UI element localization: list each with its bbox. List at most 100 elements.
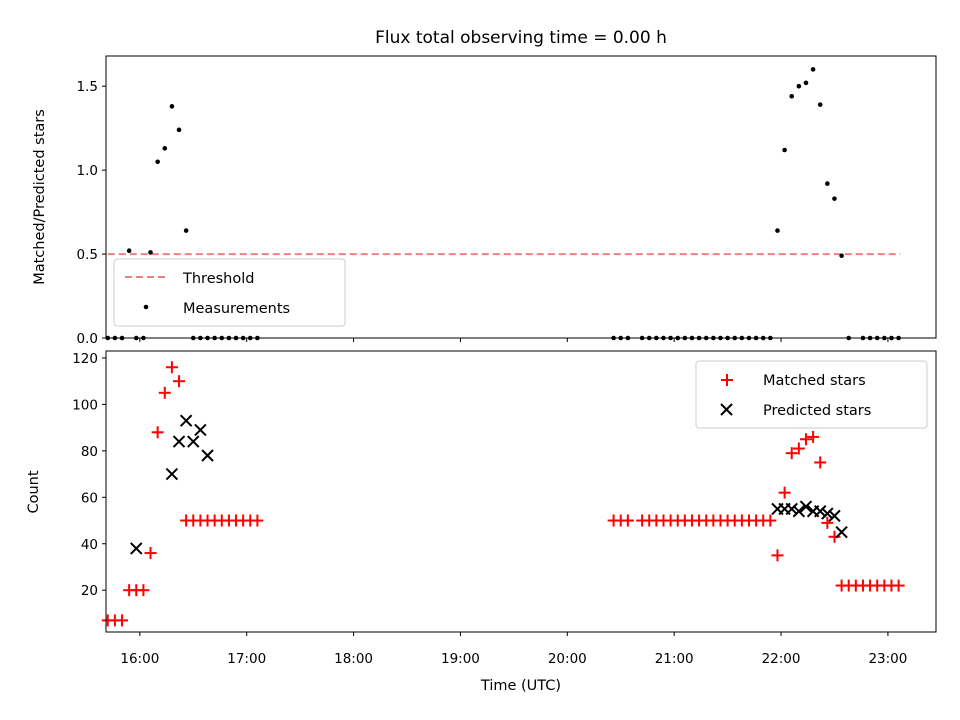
measurement-point: [789, 93, 795, 99]
bottom-legend: Matched stars Predicted stars: [695, 360, 928, 429]
bottom-y-tick-label: 40: [81, 537, 98, 553]
measurement-point: [839, 253, 844, 259]
measurement-point: [796, 83, 802, 89]
top-y-tick-label: 0.0: [77, 331, 98, 347]
matched-star-point: [807, 430, 820, 443]
predicted-marker-b: [172, 435, 186, 448]
predicted-star-point: [172, 435, 186, 448]
predicted-star-point: [814, 505, 827, 518]
matched-star-point: [792, 442, 805, 455]
measurement-point: [148, 250, 153, 255]
top-y-tick-label: 0.5: [77, 247, 98, 263]
predicted-legend-marker: [720, 403, 733, 416]
bottom-plot-area: [101, 361, 905, 627]
matched-legend-label: Matched stars: [763, 373, 866, 389]
matched-star-point: [821, 516, 834, 529]
measurement-point: [183, 228, 189, 233]
predicted-marker-b: [835, 525, 848, 539]
chart-title: Flux total observing time = 0.00 h: [375, 28, 667, 48]
matched-star-point: [828, 530, 841, 543]
predicted-marker-b: [194, 423, 207, 437]
bottom-x-tick-label: 18:00: [334, 651, 373, 667]
predicted-legend-label: Predicted stars: [763, 403, 871, 419]
top-y-tick-label: 1.0: [77, 163, 98, 179]
predicted-star-point: [179, 414, 193, 427]
predicted-star-point: [130, 542, 143, 555]
bottom-y-tick-label: 100: [72, 397, 98, 413]
bottom-x-tick-label: 20:00: [548, 651, 587, 667]
matched-star-point: [814, 456, 827, 469]
predicted-star-point: [835, 525, 848, 539]
matched-star-point: [251, 514, 264, 527]
matched-star-point: [621, 514, 634, 527]
predicted-marker-b: [201, 449, 214, 462]
predicted-marker-b: [179, 414, 193, 427]
bottom-x-tick-label: 19:00: [441, 651, 480, 667]
matched-star-point: [778, 486, 791, 499]
bottom-x-tick-label: 17:00: [227, 651, 266, 667]
predicted-star-point: [194, 423, 207, 437]
predicted-marker-b: [799, 500, 813, 513]
bottom-y-tick-label: 20: [81, 583, 98, 599]
predicted-marker-b: [165, 467, 179, 481]
matched-star-point: [771, 549, 784, 562]
bottom-x-tick-label: 16:00: [120, 651, 159, 667]
predicted-star-point: [785, 502, 798, 516]
top-y-axis-label: Matched/Predicted stars: [32, 109, 48, 285]
matched-star-point: [173, 375, 186, 388]
top-panel: 0.0 0.5 1.0 1.5 Matched/Predicted stars Thr…: [32, 55, 937, 347]
bottom-panel: 20 40 60 80 100 120 16:00 17:00 18:00 19:00 20:00…: [26, 350, 937, 694]
predicted-marker-b: [187, 435, 200, 448]
bottom-y-tick-label: 120: [72, 351, 98, 367]
predicted-star-point: [821, 507, 834, 520]
predicted-star-point: [792, 505, 806, 518]
predicted-marker-b: [814, 505, 827, 518]
predicted-star-point: [165, 467, 179, 481]
bottom-y-tick-label: 80: [81, 444, 98, 460]
x-axis-label: Time (UTC): [480, 678, 561, 694]
bottom-x-axis: 16:00 17:00 18:00 19:00 20:00 21:00 22:00 23:00: [120, 632, 907, 667]
bottom-x-tick-label: 23:00: [868, 651, 907, 667]
bottom-legend-box: [695, 360, 928, 429]
measurement-point: [169, 104, 175, 109]
measurements-legend-marker: [143, 304, 149, 310]
matched-star-point: [165, 361, 178, 374]
measurement-point: [817, 102, 823, 107]
bottom-y-axis: 20 40 60 80 100 120: [72, 351, 106, 599]
top-y-axis: 0.0 0.5 1.0 1.5: [77, 79, 106, 347]
matched-star-point: [151, 426, 164, 439]
matched-star-point: [158, 386, 171, 399]
predicted-star-point: [799, 500, 813, 513]
measurements-legend-label: Measurements: [183, 301, 290, 317]
measurement-point: [176, 127, 182, 133]
matched-star-point: [892, 579, 905, 592]
threshold-legend-label: Threshold: [182, 271, 254, 287]
matched-star-point: [799, 433, 812, 446]
measurement-point: [825, 181, 830, 186]
predicted-marker-b: [785, 502, 798, 516]
bottom-y-tick-label: 60: [81, 490, 98, 506]
matched-star-point: [116, 614, 129, 627]
predicted-marker-b: [828, 509, 841, 523]
top-x-axis: [139, 338, 889, 342]
predicted-marker-b: [821, 507, 834, 520]
bottom-y-axis-label: Count: [26, 470, 42, 513]
predicted-marker-b: [792, 505, 806, 518]
top-y-tick-label: 1.5: [77, 79, 98, 95]
measurement-point: [162, 146, 168, 151]
bottom-axes-frame: [105, 350, 937, 633]
matched-star-point: [144, 547, 157, 560]
matched-legend-marker: [721, 374, 733, 386]
measurement-point: [803, 80, 809, 86]
top-legend: Threshold Measurements: [113, 258, 346, 327]
measurement-point: [126, 248, 132, 254]
measurement-point: [782, 147, 787, 153]
bottom-x-tick-label: 21:00: [655, 651, 694, 667]
measurement-point: [832, 196, 837, 201]
predicted-star-point: [187, 435, 200, 448]
predicted-marker-b: [130, 542, 143, 555]
top-legend-box: [113, 258, 346, 327]
matched-star-point: [764, 514, 777, 527]
measurement-point: [775, 228, 780, 233]
